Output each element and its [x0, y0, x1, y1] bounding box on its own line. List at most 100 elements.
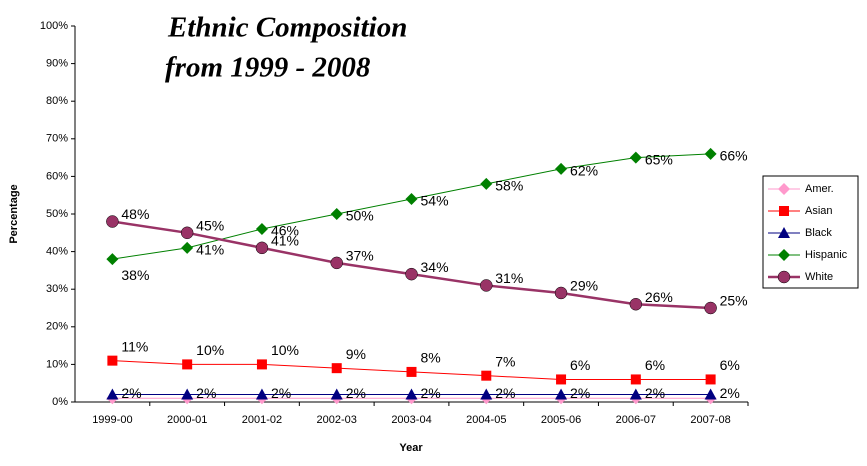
- legend-label: Asian: [805, 205, 833, 217]
- data-point: [480, 177, 493, 190]
- series-line: [112, 220, 711, 310]
- data-label: 31%: [495, 270, 523, 286]
- y-tick-label: 40%: [46, 246, 68, 258]
- data-point: [106, 388, 119, 400]
- data-label: 6%: [720, 357, 740, 373]
- data-label: 7%: [495, 353, 515, 369]
- x-tick-label: 2007-08: [690, 414, 730, 426]
- data-label: 41%: [196, 242, 224, 258]
- chart-title: Ethnic Composition: [167, 12, 407, 44]
- y-tick-label: 100%: [40, 20, 68, 32]
- y-tick-label: 20%: [46, 321, 68, 333]
- data-label: 25%: [720, 293, 748, 309]
- data-point: [405, 267, 418, 281]
- x-tick-label: 1999-00: [92, 414, 132, 426]
- y-tick-label: 0%: [52, 396, 68, 408]
- x-tick-label: 2003-04: [391, 414, 431, 426]
- data-label: 2%: [196, 385, 216, 401]
- data-label: 46%: [271, 223, 299, 239]
- legend-marker: [778, 227, 790, 238]
- legend-box: [762, 175, 859, 289]
- legend-label: Amer.: [805, 183, 834, 195]
- data-point: [330, 388, 343, 400]
- data-point: [255, 388, 268, 400]
- data-label: 34%: [421, 259, 449, 275]
- data-label: 65%: [645, 151, 673, 167]
- data-label: 8%: [421, 350, 441, 366]
- data-label: 2%: [121, 385, 141, 401]
- data-label: 2%: [421, 385, 441, 401]
- legend-marker: [778, 183, 790, 195]
- legend-label: Black: [805, 227, 832, 239]
- data-label: 54%: [421, 193, 449, 209]
- y-tick-label: 80%: [46, 95, 68, 107]
- legend-marker: [778, 249, 790, 261]
- data-point: [555, 162, 568, 175]
- x-tick-label: 2002-03: [317, 414, 357, 426]
- y-tick-label: 60%: [46, 170, 68, 182]
- data-point: [255, 241, 269, 255]
- data-label: 66%: [720, 148, 748, 164]
- x-tick-label: 2004-05: [466, 414, 506, 426]
- x-tick-label: 2005-06: [541, 414, 581, 426]
- data-point: [256, 359, 267, 370]
- data-point: [330, 208, 343, 220]
- data-point: [405, 388, 418, 400]
- legend-marker: [779, 206, 789, 216]
- data-point: [107, 355, 118, 366]
- data-label: 26%: [645, 289, 673, 305]
- x-axis-label: Year: [399, 442, 423, 454]
- data-point: [629, 151, 642, 164]
- y-tick-label: 50%: [46, 208, 68, 220]
- data-label: 41%: [271, 233, 299, 249]
- data-label: 10%: [196, 342, 224, 358]
- data-label: 6%: [645, 357, 665, 373]
- data-point: [330, 256, 343, 270]
- data-label: 58%: [495, 178, 523, 194]
- data-point: [255, 223, 268, 236]
- x-tick-label: 2000-01: [167, 414, 207, 426]
- data-label: 2%: [570, 385, 590, 401]
- data-label: 38%: [121, 267, 149, 283]
- data-point: [556, 374, 567, 385]
- data-label: 45%: [196, 218, 224, 234]
- legend-label: White: [805, 271, 833, 283]
- data-point: [704, 147, 717, 160]
- x-tick-label: 2001-02: [242, 414, 282, 426]
- data-label: 37%: [346, 248, 374, 264]
- data-point: [555, 388, 568, 400]
- data-point: [406, 366, 417, 377]
- data-label: 2%: [720, 385, 740, 401]
- data-point: [106, 253, 119, 266]
- y-tick-label: 90%: [46, 58, 68, 70]
- data-point: [106, 215, 119, 228]
- data-label: 29%: [570, 278, 598, 294]
- data-point: [405, 192, 418, 205]
- data-point: [481, 370, 492, 381]
- data-point: [705, 374, 716, 385]
- y-tick-label: 70%: [46, 133, 68, 145]
- x-tick-label: 2006-07: [616, 414, 656, 426]
- data-label: 6%: [570, 357, 590, 373]
- data-point: [480, 388, 493, 400]
- legend-marker: [777, 270, 791, 284]
- data-label: 9%: [346, 346, 366, 362]
- data-point: [331, 363, 342, 374]
- data-label: 11%: [121, 338, 148, 354]
- data-label: 2%: [645, 385, 665, 401]
- data-point: [180, 226, 194, 240]
- data-point: [182, 359, 193, 370]
- legend-label: Hispanic: [805, 249, 848, 261]
- data-point: [181, 241, 194, 254]
- data-label: 10%: [271, 342, 299, 358]
- data-point: [630, 374, 641, 385]
- data-label: 48%: [121, 206, 149, 222]
- data-point: [629, 297, 643, 311]
- data-label: 50%: [346, 208, 374, 224]
- data-label: 2%: [495, 385, 515, 401]
- y-tick-label: 30%: [46, 283, 68, 295]
- chart-title: from 1999 - 2008: [165, 52, 371, 84]
- data-point: [629, 388, 642, 400]
- data-label: 2%: [346, 385, 366, 401]
